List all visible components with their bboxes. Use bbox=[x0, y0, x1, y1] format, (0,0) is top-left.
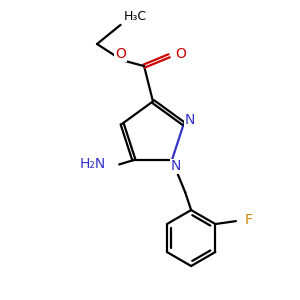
Text: N: N bbox=[170, 160, 181, 173]
Text: O: O bbox=[115, 47, 126, 61]
Text: H₃C: H₃C bbox=[124, 10, 147, 23]
Text: O: O bbox=[176, 47, 187, 61]
Text: H₂N: H₂N bbox=[80, 158, 106, 171]
Text: N: N bbox=[185, 113, 195, 127]
Text: F: F bbox=[244, 213, 252, 226]
